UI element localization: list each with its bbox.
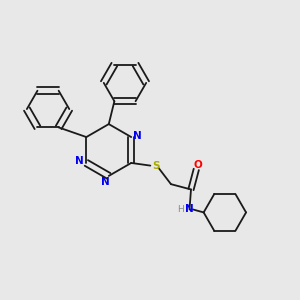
- Text: S: S: [152, 161, 160, 172]
- Text: H: H: [177, 205, 184, 214]
- Text: N: N: [133, 131, 142, 142]
- Text: N: N: [185, 205, 194, 214]
- Text: N: N: [101, 177, 110, 188]
- Text: N: N: [76, 157, 84, 166]
- Text: O: O: [194, 160, 202, 170]
